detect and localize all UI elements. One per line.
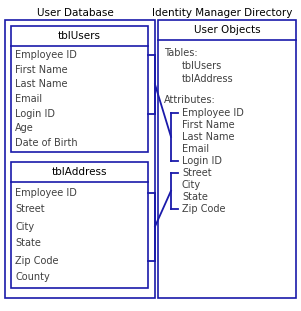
Text: tblAddress: tblAddress — [52, 167, 107, 177]
Text: First Name: First Name — [182, 120, 234, 130]
Text: Street: Street — [182, 168, 212, 178]
Bar — [11, 26, 148, 152]
Text: City: City — [182, 180, 201, 190]
Text: Email: Email — [182, 144, 209, 154]
Text: Zip Code: Zip Code — [15, 256, 58, 266]
Text: State: State — [182, 192, 208, 202]
Text: County: County — [15, 272, 50, 282]
Text: First Name: First Name — [15, 65, 68, 75]
Bar — [11, 162, 148, 288]
Text: Employee ID: Employee ID — [15, 188, 77, 197]
Text: Email: Email — [15, 94, 42, 104]
Text: State: State — [15, 239, 41, 248]
Text: tblUsers: tblUsers — [58, 31, 101, 41]
Text: Employee ID: Employee ID — [182, 108, 244, 118]
Text: Last Name: Last Name — [15, 79, 67, 90]
Text: Attributes:: Attributes: — [164, 95, 216, 105]
Text: User Database: User Database — [37, 8, 113, 18]
Text: Date of Birth: Date of Birth — [15, 138, 78, 148]
Text: User Objects: User Objects — [194, 25, 260, 35]
Text: Login ID: Login ID — [182, 156, 222, 166]
Bar — [158, 20, 296, 298]
Text: Last Name: Last Name — [182, 132, 234, 142]
Text: Street: Street — [15, 205, 45, 215]
Text: tblUsers: tblUsers — [182, 61, 222, 71]
Text: tblAddress: tblAddress — [182, 74, 234, 84]
Text: Tables:: Tables: — [164, 48, 198, 58]
Text: Login ID: Login ID — [15, 109, 55, 118]
Text: Age: Age — [15, 123, 34, 133]
Text: Zip Code: Zip Code — [182, 204, 225, 214]
Bar — [5, 20, 155, 298]
Text: City: City — [15, 221, 34, 231]
Text: Identity Manager Directory: Identity Manager Directory — [152, 8, 292, 18]
Text: Employee ID: Employee ID — [15, 50, 77, 60]
